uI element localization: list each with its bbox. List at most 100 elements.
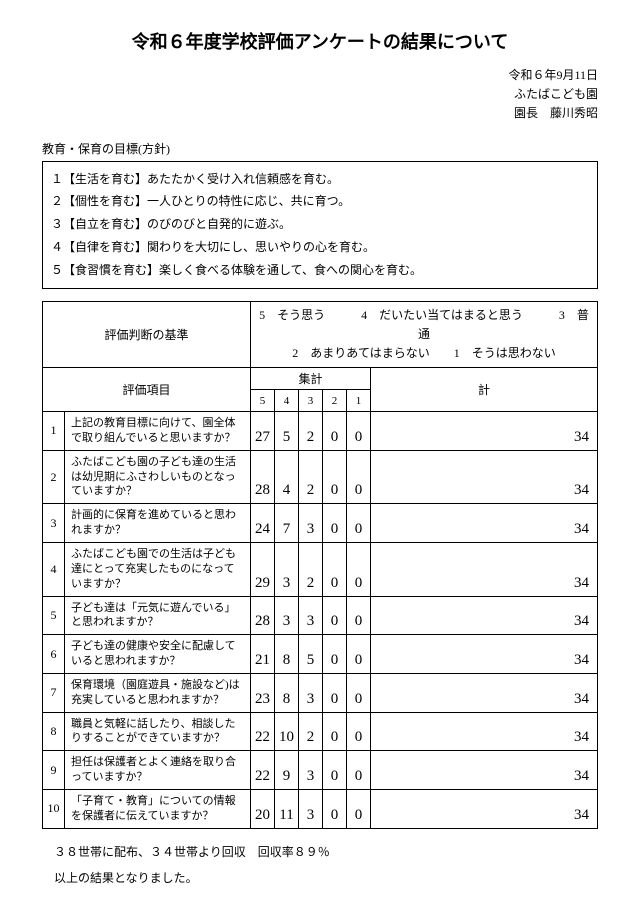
table-row: 9担任は保護者とよく連絡を取り合っていますか？22930034 (43, 751, 598, 790)
row-number: 6 (43, 635, 65, 674)
row-number: 9 (43, 751, 65, 790)
row-number: 8 (43, 712, 65, 751)
row-number: 5 (43, 596, 65, 635)
score-2: 0 (323, 673, 347, 712)
score-3: 2 (299, 412, 323, 451)
score-3: 2 (299, 712, 323, 751)
score-1: 0 (347, 789, 371, 828)
header-aggregate: 集計 (251, 368, 371, 390)
score-5: 22 (251, 712, 275, 751)
score-4: 4 (275, 450, 299, 504)
row-total: 34 (371, 635, 598, 674)
policy-box: １【生活を育む】あたたかく受け入れ信頼感を育む。 ２【個性を育む】一人ひとりの特… (42, 161, 598, 289)
row-question: 計画的に保育を進めていると思われますか？ (65, 504, 251, 543)
criteria-label: 評価判断の基準 (43, 301, 251, 368)
score-3: 3 (299, 789, 323, 828)
score-5: 23 (251, 673, 275, 712)
row-question: 職員と気軽に話したり、相談したりすることができていますか？ (65, 712, 251, 751)
score-5: 24 (251, 504, 275, 543)
page-title: 令和６年度学校評価アンケートの結果について (42, 28, 598, 54)
score-1: 0 (347, 673, 371, 712)
header-score-3: 3 (299, 390, 323, 412)
row-total: 34 (371, 504, 598, 543)
score-3: 2 (299, 450, 323, 504)
table-row: 8職員と気軽に話したり、相談したりすることができていますか？221020034 (43, 712, 598, 751)
row-number: 2 (43, 450, 65, 504)
score-5: 28 (251, 450, 275, 504)
score-5: 21 (251, 635, 275, 674)
meta-date: 令和６年9月11日 (42, 66, 598, 85)
row-question: 上記の教育目標に向けて、園全体で取り組んでいると思いますか？ (65, 412, 251, 451)
header-score-2: 2 (323, 390, 347, 412)
policy-item: １【生活を育む】あたたかく受け入れ信頼感を育む。 (51, 168, 589, 191)
policy-item: ３【自立を育む】のびのびと自発的に遊ぶ。 (51, 213, 589, 236)
table-row: 7保育環境（園庭遊具・施設など)は充実していると思われますか？23830034 (43, 673, 598, 712)
row-total: 34 (371, 751, 598, 790)
score-2: 0 (323, 596, 347, 635)
score-2: 0 (323, 789, 347, 828)
header-score-1: 1 (347, 390, 371, 412)
score-4: 8 (275, 635, 299, 674)
table-row: 5子ども達は「元気に遊んでいる」と思われますか？28330034 (43, 596, 598, 635)
score-2: 0 (323, 412, 347, 451)
meta-director: 園長 藤川秀昭 (42, 104, 598, 123)
header-total: 計 (371, 368, 598, 412)
table-row: 4ふたばこども園での生活は子ども達にとって充実したものになっていますか？2932… (43, 543, 598, 597)
policy-item: ５【食習慣を育む】楽しく食べる体験を通して、食への関心を育む。 (51, 259, 589, 282)
header-item: 評価項目 (43, 368, 251, 412)
score-4: 3 (275, 543, 299, 597)
score-3: 5 (299, 635, 323, 674)
criteria-line: 2 あまりあてはまらない 1 そうは思わない (259, 344, 589, 363)
policy-item: ２【個性を育む】一人ひとりの特性に応じ、共に育つ。 (51, 190, 589, 213)
score-2: 0 (323, 450, 347, 504)
score-2: 0 (323, 543, 347, 597)
score-2: 0 (323, 635, 347, 674)
score-5: 29 (251, 543, 275, 597)
score-5: 27 (251, 412, 275, 451)
score-5: 28 (251, 596, 275, 635)
row-number: 1 (43, 412, 65, 451)
table-row: 10「子育て・教育」についての情報を保護者に伝えていますか？201130034 (43, 789, 598, 828)
table-row: 6子ども達の健康や安全に配慮していると思われますか？21850034 (43, 635, 598, 674)
score-4: 10 (275, 712, 299, 751)
row-question: 担任は保護者とよく連絡を取り合っていますか？ (65, 751, 251, 790)
score-1: 0 (347, 712, 371, 751)
row-question: 子ども達は「元気に遊んでいる」と思われますか？ (65, 596, 251, 635)
score-1: 0 (347, 504, 371, 543)
row-total: 34 (371, 543, 598, 597)
score-3: 3 (299, 596, 323, 635)
score-1: 0 (347, 450, 371, 504)
score-5: 20 (251, 789, 275, 828)
score-4: 11 (275, 789, 299, 828)
row-total: 34 (371, 673, 598, 712)
score-1: 0 (347, 635, 371, 674)
row-total: 34 (371, 712, 598, 751)
row-question: 「子育て・教育」についての情報を保護者に伝えていますか？ (65, 789, 251, 828)
table-row: 1上記の教育目標に向けて、園全体で取り組んでいると思いますか？27520034 (43, 412, 598, 451)
meta-school: ふたばこども園 (42, 85, 598, 104)
score-4: 7 (275, 504, 299, 543)
row-total: 34 (371, 596, 598, 635)
score-2: 0 (323, 504, 347, 543)
header-score-4: 4 (275, 390, 299, 412)
row-question: 子ども達の健康や安全に配慮していると思われますか？ (65, 635, 251, 674)
score-3: 3 (299, 504, 323, 543)
score-1: 0 (347, 596, 371, 635)
criteria-line: 5 そう思う 4 だいたい当てはまると思う 3 普通 (259, 306, 589, 344)
footer-notes: ３８世帯に配布、３４世帯より回収 回収率８９％ 以上の結果となりました。 (42, 839, 598, 892)
score-2: 0 (323, 751, 347, 790)
score-1: 0 (347, 751, 371, 790)
score-4: 8 (275, 673, 299, 712)
subtitle: 教育・保育の目標(方針) (42, 140, 598, 157)
score-4: 5 (275, 412, 299, 451)
score-4: 9 (275, 751, 299, 790)
criteria-text: 5 そう思う 4 だいたい当てはまると思う 3 普通 2 あまりあてはまらない … (251, 301, 598, 368)
row-total: 34 (371, 789, 598, 828)
row-total: 34 (371, 450, 598, 504)
score-2: 0 (323, 712, 347, 751)
score-3: 3 (299, 673, 323, 712)
score-3: 2 (299, 543, 323, 597)
row-number: 3 (43, 504, 65, 543)
row-number: 4 (43, 543, 65, 597)
footer-closing: 以上の結果となりました。 (54, 865, 598, 891)
